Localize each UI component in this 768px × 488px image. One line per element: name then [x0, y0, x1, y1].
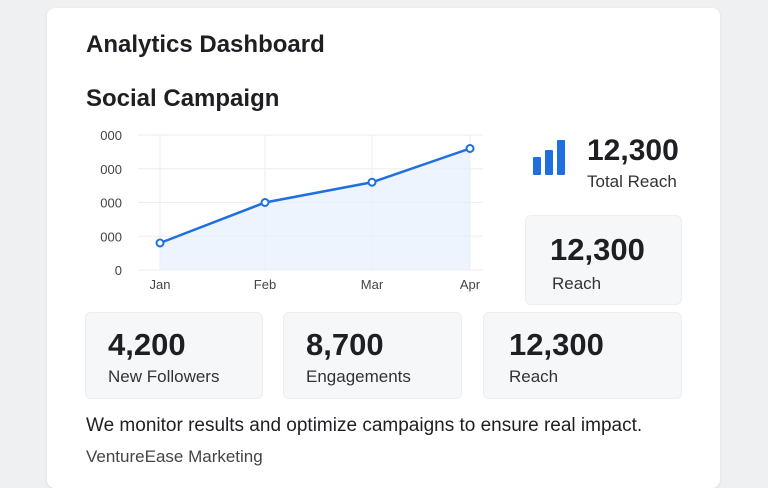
y-tick-label: 0: [115, 263, 122, 278]
stat-card-followers: 4,200 New Followers: [85, 312, 263, 399]
stat-value: 8,700: [306, 327, 384, 362]
stat-value: 12,300: [509, 327, 604, 362]
data-point-apr[interactable]: [465, 144, 475, 153]
x-tick-label: Feb: [254, 277, 276, 292]
y-tick-label: 3,000: [100, 162, 122, 177]
chart-area-fill: [160, 148, 470, 270]
y-tick-label: 2,000: [100, 196, 122, 211]
section-title: Social Campaign: [86, 85, 280, 112]
page-title: Analytics Dashboard: [86, 31, 325, 58]
x-tick-label: Jan: [150, 277, 171, 292]
stat-label: Engagements: [306, 367, 411, 386]
line-chart: 0 1,000 2,000 3,000 4,000 Jan Feb Mar Apr: [100, 128, 483, 292]
x-tick-label: Apr: [460, 277, 481, 292]
stat-label: New Followers: [108, 367, 220, 386]
stat-card-reach: 12,300 Reach: [525, 215, 682, 305]
brand-name: VentureEase Marketing: [86, 447, 263, 466]
description-text: We monitor results and optimize campaign…: [86, 415, 643, 436]
total-reach-value: 12,300: [587, 134, 679, 167]
y-tick-label: 1,000: [100, 229, 122, 244]
stat-value: 4,200: [108, 327, 186, 362]
data-point-mar[interactable]: [367, 177, 377, 187]
stat-label: Reach: [552, 274, 602, 293]
bar-chart-icon: [532, 139, 568, 182]
stat-card-reach-2: 12,300 Reach: [483, 312, 682, 399]
stat-value: 12,300: [550, 232, 645, 267]
x-tick-label: Mar: [361, 277, 384, 292]
total-reach-label: Total Reach: [587, 172, 677, 191]
chart-line: [159, 147, 471, 245]
data-point-jan[interactable]: [155, 238, 165, 248]
stat-label: Reach: [509, 367, 559, 386]
stat-card-engagements: 8,700 Engagements: [283, 312, 462, 399]
data-point-feb[interactable]: [260, 198, 270, 207]
y-tick-label: 4,000: [100, 128, 122, 143]
